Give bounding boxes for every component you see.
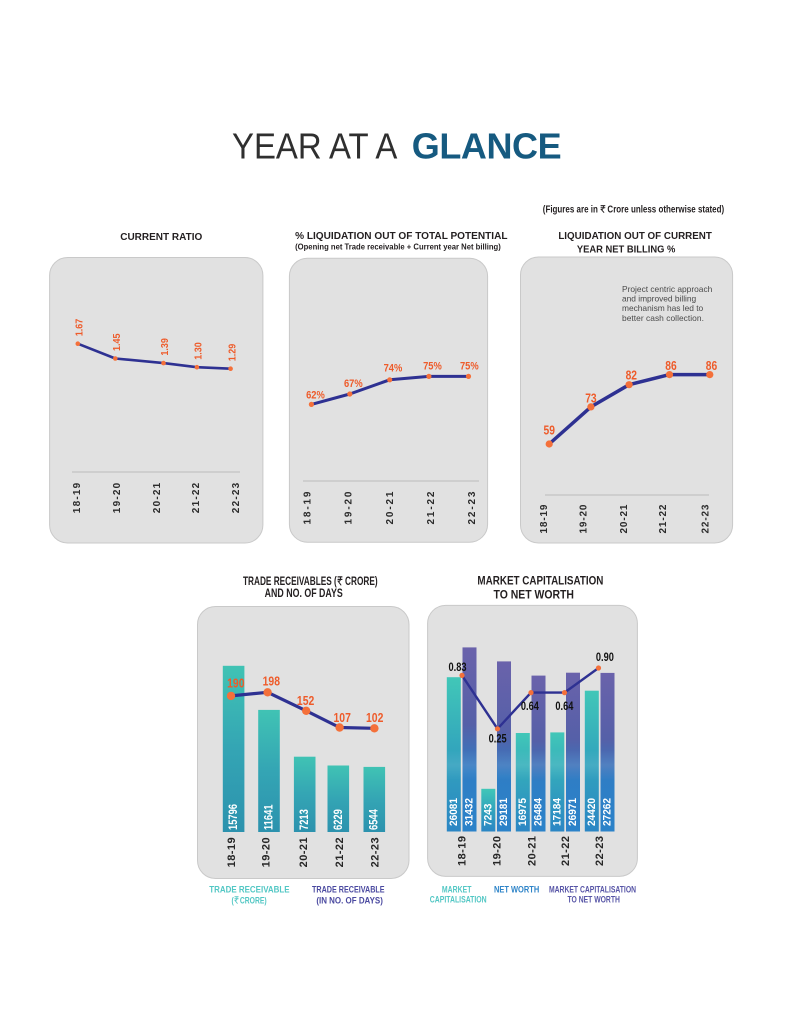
svg-text:82: 82	[626, 368, 638, 382]
svg-text:22-23: 22-23	[700, 504, 711, 533]
svg-text:AND NO. OF DAYS: AND NO. OF DAYS	[265, 588, 343, 600]
svg-text:1.67: 1.67	[74, 319, 86, 336]
svg-text:LIQUIDATION OUT OF CURRENT: LIQUIDATION OUT OF CURRENT	[558, 231, 712, 242]
svg-text:MARKET CAPITALISATION: MARKET CAPITALISATION	[477, 575, 603, 588]
svg-text:21-22: 21-22	[426, 491, 437, 524]
svg-text:CRORE): CRORE)	[240, 894, 267, 906]
svg-text:1.39: 1.39	[160, 338, 172, 355]
svg-text:TO NET WORTH: TO NET WORTH	[567, 893, 619, 905]
svg-text:73: 73	[585, 391, 597, 405]
svg-text:TRADE RECEIVABLES (: TRADE RECEIVABLES (	[243, 576, 337, 589]
svg-text:102: 102	[366, 711, 384, 725]
svg-text:26484: 26484	[532, 798, 545, 826]
svg-text:198: 198	[263, 674, 281, 688]
svg-text:19-20: 19-20	[261, 837, 273, 867]
svg-text:74%: 74%	[384, 363, 403, 375]
svg-text:6544: 6544	[367, 809, 380, 830]
svg-text:26081: 26081	[447, 798, 460, 826]
svg-text:0.64: 0.64	[521, 700, 539, 714]
svg-text:TRADE RECEIVABLE: TRADE RECEIVABLE	[209, 884, 289, 895]
svg-text:% LIQUIDATION OUT OF TOTAL POT: % LIQUIDATION OUT OF TOTAL POTENTIAL	[295, 231, 507, 242]
svg-text:15796: 15796	[227, 804, 240, 830]
svg-text:19-20: 19-20	[578, 504, 589, 533]
svg-text:0.25: 0.25	[489, 732, 507, 746]
svg-text:(Figures are in: (Figures are in	[543, 204, 598, 215]
svg-text:18-19: 18-19	[226, 837, 238, 867]
svg-text:17184: 17184	[551, 798, 564, 826]
svg-text:24420: 24420	[585, 798, 598, 826]
svg-text:0.83: 0.83	[449, 661, 467, 675]
svg-text:(IN NO. OF DAYS): (IN NO. OF DAYS)	[316, 895, 383, 906]
svg-text:18-19: 18-19	[457, 836, 469, 866]
svg-text:19-20: 19-20	[491, 836, 503, 866]
svg-text:NET WORTH: NET WORTH	[494, 884, 539, 895]
svg-text:22-23: 22-23	[467, 491, 478, 524]
svg-text:18-19: 18-19	[72, 482, 83, 513]
svg-text:59: 59	[543, 423, 555, 437]
svg-text:YEAR AT A: YEAR AT A	[232, 127, 397, 167]
svg-text:21-22: 21-22	[560, 836, 572, 866]
svg-text:20-21: 20-21	[298, 837, 310, 867]
svg-text:75%: 75%	[460, 361, 479, 373]
svg-text:CURRENT RATIO: CURRENT RATIO	[120, 232, 202, 243]
svg-text:67%: 67%	[344, 378, 363, 390]
svg-text:20-21: 20-21	[526, 836, 538, 866]
svg-text:Project centric approach: Project centric approach	[622, 284, 713, 294]
svg-text:0.90: 0.90	[596, 651, 614, 665]
svg-text:21-22: 21-22	[334, 837, 346, 867]
svg-text:20-21: 20-21	[152, 482, 163, 513]
svg-text:190: 190	[227, 676, 245, 690]
svg-text:MARKET: MARKET	[442, 883, 472, 894]
svg-text:1.30: 1.30	[193, 342, 205, 359]
svg-text:19-20: 19-20	[343, 491, 354, 524]
svg-text:22-23: 22-23	[594, 836, 606, 866]
svg-text:19-20: 19-20	[112, 482, 123, 513]
svg-text:21-22: 21-22	[191, 482, 202, 513]
svg-text:107: 107	[334, 711, 352, 725]
svg-text:GLANCE: GLANCE	[412, 126, 562, 167]
svg-text:26971: 26971	[567, 798, 580, 826]
svg-text:TRADE RECEIVABLE: TRADE RECEIVABLE	[312, 883, 385, 894]
svg-text:152: 152	[297, 694, 315, 708]
svg-text:16975: 16975	[516, 798, 529, 826]
svg-text:29181: 29181	[498, 798, 511, 826]
svg-text:18-19: 18-19	[302, 491, 313, 524]
svg-text:0.64: 0.64	[555, 700, 573, 714]
svg-text:22-23: 22-23	[231, 482, 242, 513]
svg-text:mechanism has led to: mechanism has led to	[622, 303, 704, 313]
svg-text:20-21: 20-21	[385, 491, 396, 524]
svg-text:1.45: 1.45	[111, 333, 123, 351]
svg-text:TO NET WORTH: TO NET WORTH	[494, 589, 574, 602]
svg-text:CAPITALISATION: CAPITALISATION	[430, 893, 487, 904]
svg-text:1.29: 1.29	[227, 344, 239, 361]
svg-text:86: 86	[706, 359, 718, 373]
svg-text:86: 86	[665, 359, 677, 373]
svg-text:6229: 6229	[332, 809, 345, 830]
svg-text:27262: 27262	[601, 798, 614, 826]
svg-text:21-22: 21-22	[658, 504, 669, 533]
svg-text:22-23: 22-23	[370, 837, 382, 867]
svg-text:18-19: 18-19	[539, 504, 550, 533]
svg-text:7213: 7213	[298, 809, 311, 830]
svg-text:MARKET CAPITALISATION: MARKET CAPITALISATION	[549, 883, 636, 895]
svg-text:(: (	[232, 894, 234, 906]
svg-text:31432: 31432	[463, 798, 476, 826]
svg-text:CRORE): CRORE)	[345, 576, 378, 589]
svg-text:(Opening net Trade receivable: (Opening net Trade receivable + Current …	[295, 242, 501, 251]
svg-text:11641: 11641	[263, 804, 276, 830]
svg-text:62%: 62%	[306, 390, 325, 402]
svg-text:75%: 75%	[423, 361, 442, 373]
svg-text:and improved billing: and improved billing	[622, 294, 697, 304]
svg-text:better cash collection.: better cash collection.	[622, 313, 704, 323]
svg-text:Crore unless otherwise stated): Crore unless otherwise stated)	[607, 204, 724, 215]
svg-text:7243: 7243	[482, 804, 495, 826]
svg-text:20-21: 20-21	[619, 504, 630, 533]
svg-text:YEAR NET BILLING %: YEAR NET BILLING %	[577, 244, 676, 256]
